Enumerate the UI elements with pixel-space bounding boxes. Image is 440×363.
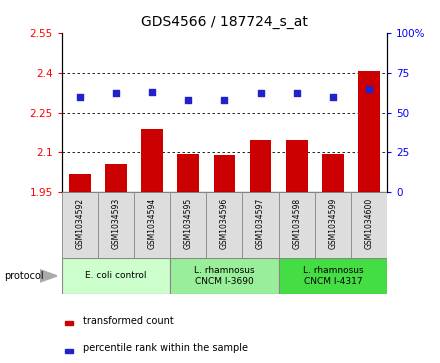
Bar — [279, 258, 387, 294]
Bar — [322, 154, 344, 192]
Text: GSM1034596: GSM1034596 — [220, 198, 229, 249]
Bar — [250, 140, 271, 192]
Bar — [62, 192, 98, 258]
Bar — [242, 192, 279, 258]
Text: GSM1034594: GSM1034594 — [147, 198, 157, 249]
Point — [149, 89, 156, 95]
Bar — [206, 192, 242, 258]
Point — [221, 97, 228, 103]
Bar — [351, 192, 387, 258]
Bar — [170, 258, 279, 294]
Bar — [286, 140, 308, 192]
Text: GSM1034600: GSM1034600 — [365, 198, 374, 249]
Bar — [69, 174, 91, 192]
Text: L. rhamnosus
CNCM I-3690: L. rhamnosus CNCM I-3690 — [194, 266, 255, 286]
Text: E. coli control: E. coli control — [85, 272, 147, 280]
Text: GSM1034597: GSM1034597 — [256, 198, 265, 249]
Text: protocol: protocol — [4, 271, 44, 281]
Text: L. rhamnosus
CNCM I-4317: L. rhamnosus CNCM I-4317 — [303, 266, 363, 286]
Point — [366, 86, 373, 91]
Text: GSM1034593: GSM1034593 — [111, 198, 121, 249]
Bar — [315, 192, 351, 258]
Point — [112, 90, 119, 96]
Text: percentile rank within the sample: percentile rank within the sample — [83, 343, 248, 353]
Point — [257, 90, 264, 96]
Title: GDS4566 / 187724_s_at: GDS4566 / 187724_s_at — [141, 15, 308, 29]
Point — [330, 94, 337, 99]
Text: GSM1034598: GSM1034598 — [292, 198, 301, 249]
Bar — [65, 349, 73, 353]
Text: GSM1034599: GSM1034599 — [328, 198, 337, 249]
Bar — [213, 155, 235, 192]
Point — [293, 90, 300, 96]
Bar — [177, 154, 199, 192]
Text: transformed count: transformed count — [83, 316, 173, 326]
Bar — [141, 129, 163, 192]
Bar — [65, 321, 73, 325]
Bar — [279, 192, 315, 258]
Bar — [170, 192, 206, 258]
Bar — [105, 164, 127, 192]
Point — [76, 94, 83, 99]
Text: GSM1034595: GSM1034595 — [184, 198, 193, 249]
Bar — [62, 258, 170, 294]
Polygon shape — [40, 269, 57, 282]
Point — [185, 97, 192, 103]
Bar — [358, 71, 380, 192]
Bar — [98, 192, 134, 258]
Bar — [134, 192, 170, 258]
Text: GSM1034592: GSM1034592 — [75, 198, 84, 249]
